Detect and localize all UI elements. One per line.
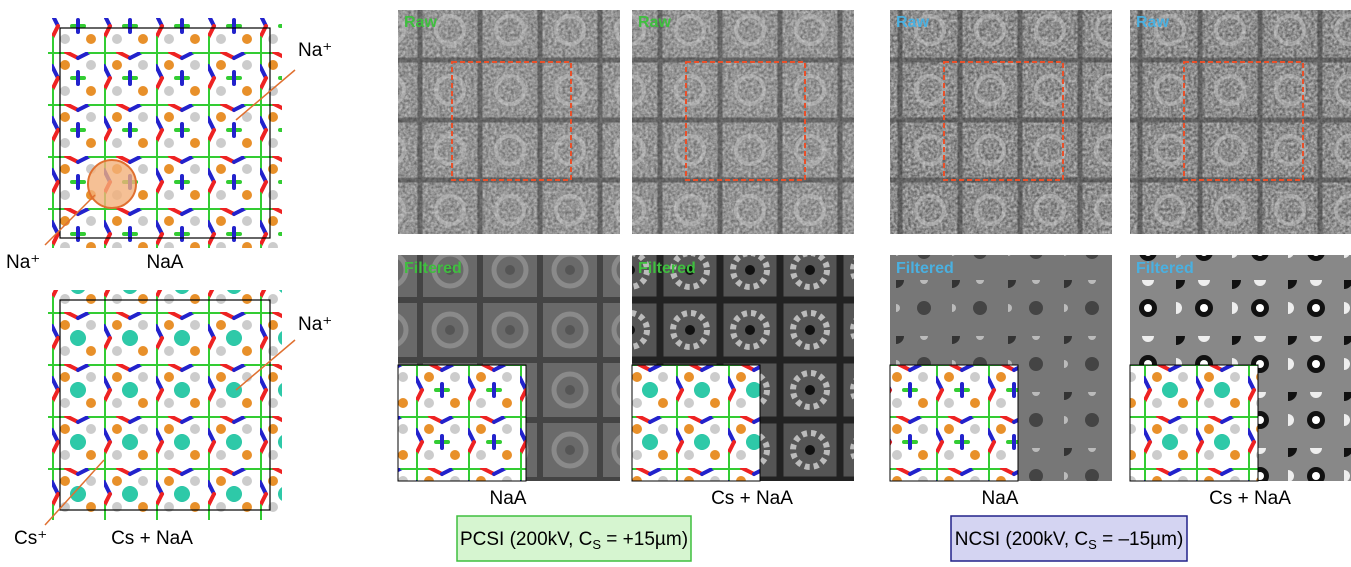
model-inset — [398, 365, 526, 481]
model-label: NaA — [147, 252, 184, 273]
filtered-label: Filtered — [404, 260, 462, 277]
raw-lattice — [1130, 10, 1351, 234]
group-label: PCSI (200kV, CS = +15µm) — [460, 529, 688, 552]
model-naa: Na⁺ Na⁺ NaA — [6, 18, 332, 273]
raw-label: Raw — [638, 14, 671, 31]
annotation: Cs⁺ — [14, 528, 47, 549]
raw-lattice — [632, 10, 854, 234]
panel-caption: NaA — [982, 488, 1019, 509]
group-label: NCSI (200kV, CS = –15µm) — [955, 529, 1184, 552]
model-inset — [1130, 365, 1258, 481]
filtered-label: Filtered — [1136, 260, 1194, 277]
filtered-label: Filtered — [896, 260, 954, 277]
model-inset — [632, 365, 760, 481]
group-pcsi: PCSI (200kV, CS = +15µm) — [457, 516, 691, 561]
panel-caption: Cs + NaA — [1209, 488, 1291, 509]
raw-label: Raw — [896, 14, 929, 31]
annotation: Na⁺ — [298, 314, 332, 335]
raw-lattice — [890, 10, 1112, 234]
annotation: Na⁺ — [6, 252, 40, 273]
image-panels: Raw Filtered NaA Raw Filtered Cs + NaA Raw Filt… — [398, 10, 1351, 509]
model-cs-naa: Na⁺ Cs⁺ Cs + NaA — [14, 290, 332, 549]
panel-caption: NaA — [490, 488, 527, 509]
filtered-label: Filtered — [638, 260, 696, 277]
figure: Na⁺ Na⁺ NaA Na⁺ Cs⁺ Cs + NaA Raw Filtered… — [0, 0, 1351, 567]
model-inset — [890, 365, 1018, 481]
panel-caption: Cs + NaA — [711, 488, 793, 509]
model-label: Cs + NaA — [111, 528, 193, 549]
raw-lattice — [398, 10, 620, 234]
raw-label: Raw — [1136, 14, 1169, 31]
raw-label: Raw — [404, 14, 437, 31]
annotation: Na⁺ — [298, 40, 332, 61]
group-ncsi: NCSI (200kV, CS = –15µm) — [951, 516, 1187, 561]
